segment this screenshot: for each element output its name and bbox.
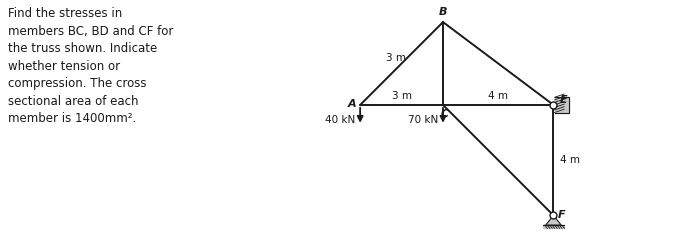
Text: Find the stresses in
members BC, BD and CF for
the truss shown. Indicate
whether: Find the stresses in members BC, BD and … — [8, 7, 173, 125]
Polygon shape — [543, 225, 564, 228]
Text: F: F — [557, 210, 566, 220]
Text: B: B — [438, 7, 447, 17]
Text: 70 kN: 70 kN — [408, 115, 438, 125]
Text: D: D — [555, 106, 564, 116]
Polygon shape — [546, 215, 561, 225]
Text: A: A — [348, 99, 356, 109]
Text: 4 m: 4 m — [488, 91, 508, 101]
Text: 40 kN: 40 kN — [325, 115, 355, 125]
Text: 3 m: 3 m — [391, 91, 412, 101]
Polygon shape — [555, 97, 569, 113]
Text: E: E — [559, 95, 567, 105]
Text: 3 m: 3 m — [386, 53, 406, 63]
Text: 4 m: 4 m — [559, 155, 580, 165]
Text: C: C — [441, 109, 449, 119]
